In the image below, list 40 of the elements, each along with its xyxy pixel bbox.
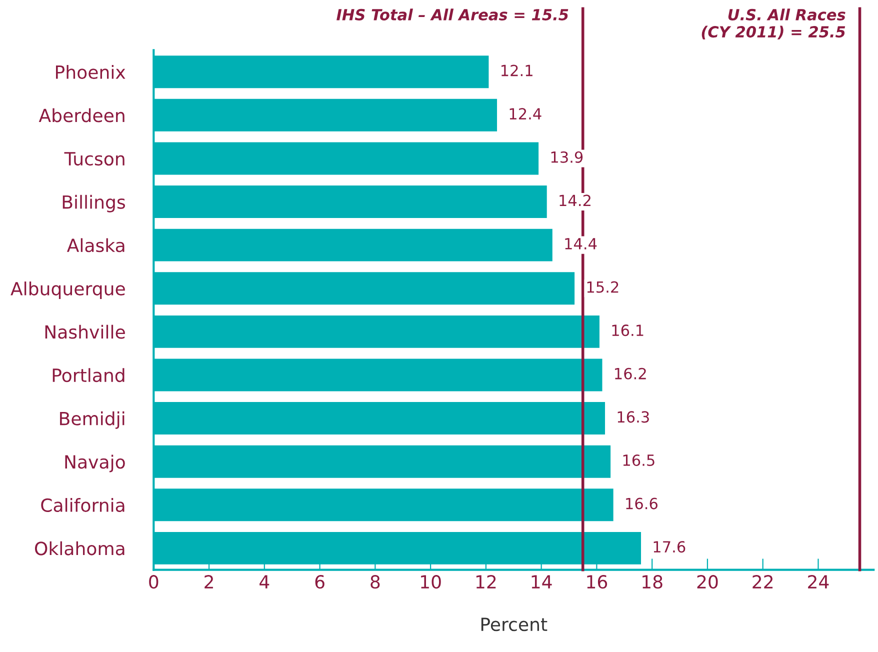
y-tick-label: California (41, 498, 124, 512)
y-tick-label: Navajo (65, 454, 125, 472)
x-tick-label: 12 (476, 575, 496, 588)
y-tick-label: Portland (52, 368, 124, 382)
y-tick-label: Bemidji (60, 411, 124, 429)
y-tick-label: Tucson (64, 152, 124, 166)
y-tick-label: Oklahoma (34, 541, 124, 556)
y-tick-label: Albuquerque (10, 282, 125, 299)
data-label: 16.1 (612, 324, 644, 336)
y-tick-label: Nashville (45, 324, 125, 339)
data-label: 12.1 (502, 64, 532, 76)
x-tick-label: 10 (421, 575, 441, 589)
data-label: 16.3 (618, 411, 649, 423)
data-label: 17.6 (654, 541, 686, 553)
data-label: 16.6 (626, 498, 658, 510)
x-tick-label: 0 (149, 575, 158, 589)
x-tick-label: 16 (587, 575, 608, 589)
y-tick-label: Aberdeen (38, 108, 124, 122)
x-tick-label: 4 (260, 575, 270, 588)
data-label: 12.4 (510, 108, 542, 120)
x-axis-title: Percent (481, 618, 548, 632)
data-label: 13.9 (551, 151, 583, 163)
x-tick-label: 2 (204, 575, 213, 588)
data-label: 14.4 (565, 238, 597, 250)
y-tick-label: Phoenix (56, 64, 126, 79)
x-tick-label: 18 (642, 575, 662, 589)
y-tick-label: Billings (62, 194, 125, 212)
ref-line-label: IHS Total – All Areas = 15.5 (336, 8, 568, 20)
ref-line-label: U.S. All Races (CY 2011) = 25.5 (702, 8, 846, 40)
x-tick-label: 24 (808, 575, 829, 588)
x-tick-label: 6 (315, 575, 324, 589)
data-label: 16.2 (615, 368, 646, 380)
data-label: 15.2 (587, 281, 618, 293)
x-tick-label: 22 (752, 575, 773, 588)
y-tick-label: Alaska (66, 238, 124, 252)
x-tick-label: 20 (697, 575, 718, 589)
data-label: 14.2 (560, 194, 590, 206)
x-tick-label: 8 (370, 575, 380, 589)
data-label: 16.5 (623, 454, 654, 466)
x-tick-label: 14 (532, 575, 552, 588)
